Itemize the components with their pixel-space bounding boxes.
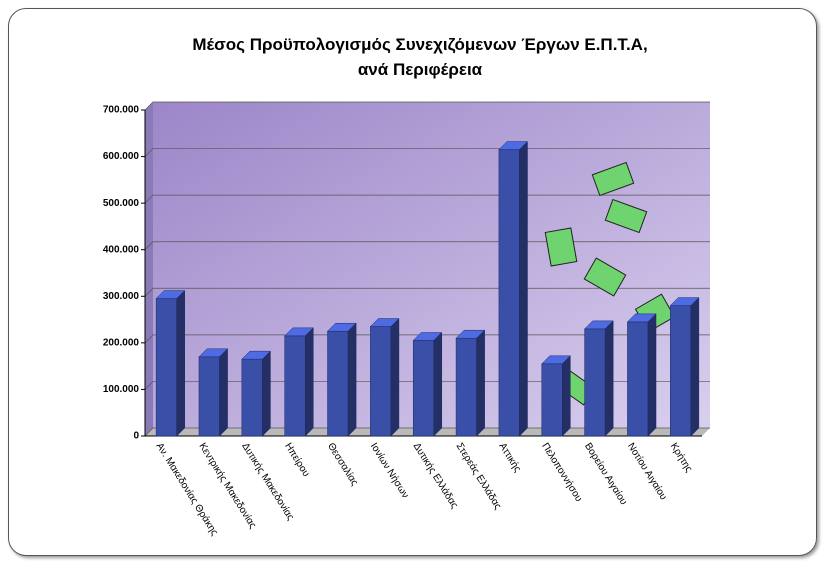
grid-line [144,101,710,111]
x-tick-label: Νοτίου Αιγαίου [625,441,670,502]
x-tick-label: Πελοποννήσου [539,441,585,504]
bar-front [455,337,477,437]
bar-side [647,313,657,437]
bar [198,348,229,437]
bar [626,313,657,437]
bar-front [155,298,177,437]
bar-side [219,348,228,437]
bar-side [690,296,700,437]
y-tick-label: 600.000 [103,151,140,162]
bar-side [262,350,271,437]
bar-side [390,317,400,437]
x-tick-label: Ηπείρου [282,441,312,479]
bar [412,331,443,437]
bar [284,327,314,437]
bar-front [284,335,306,437]
x-tick-label: Αττικής [496,441,523,475]
bar-front [498,149,520,437]
bar-side [562,355,571,437]
bar-side [433,331,443,437]
bar-front [584,328,606,437]
x-tick-label: Δυτικής Ελλάδας [411,441,461,511]
chart-frame [8,8,817,556]
bar-front [412,340,435,437]
bar [155,290,186,437]
bar [541,355,571,437]
bar-front [541,363,563,437]
chart-title: Μέσος Προϋπολογισμός Συνεχιζόμενων Έργων… [192,35,648,79]
y-tick-label: 200.000 [103,337,140,348]
bar-front [670,305,692,437]
bar [498,140,529,437]
bar-front [627,321,649,437]
bar-side [476,329,485,437]
bar-side [347,322,357,437]
bar-front [241,358,263,437]
bar [583,320,614,437]
bar [241,350,272,437]
bar-side [304,327,314,437]
x-tick-label: Θεσσαλίας [325,441,361,488]
bar [369,317,400,437]
bar [669,296,700,437]
x-tick-label: Κρήτης [668,441,695,475]
y-tick-label: 500.000 [103,198,140,209]
bar-side [519,140,528,437]
x-tick-label: Στερεάς Ελλάδας [454,441,505,512]
x-tick-label: Ιονίων Νήσων [368,441,412,501]
y-tick-label: 100.000 [103,384,140,395]
y-tick-label: 400.000 [103,244,140,255]
x-tick-label: Βορείου Αιγαίου [582,441,630,507]
bar-side [604,320,614,437]
bar [455,329,486,437]
y-tick-label: 0 [133,431,139,442]
bar [326,322,357,437]
bar-front [370,326,392,437]
y-tick-label: 700.000 [103,105,140,116]
bar-side [176,290,185,437]
side-wall [145,102,153,436]
bar-front [198,356,220,437]
bar-front [327,330,349,437]
y-tick-label: 300.000 [103,291,140,302]
